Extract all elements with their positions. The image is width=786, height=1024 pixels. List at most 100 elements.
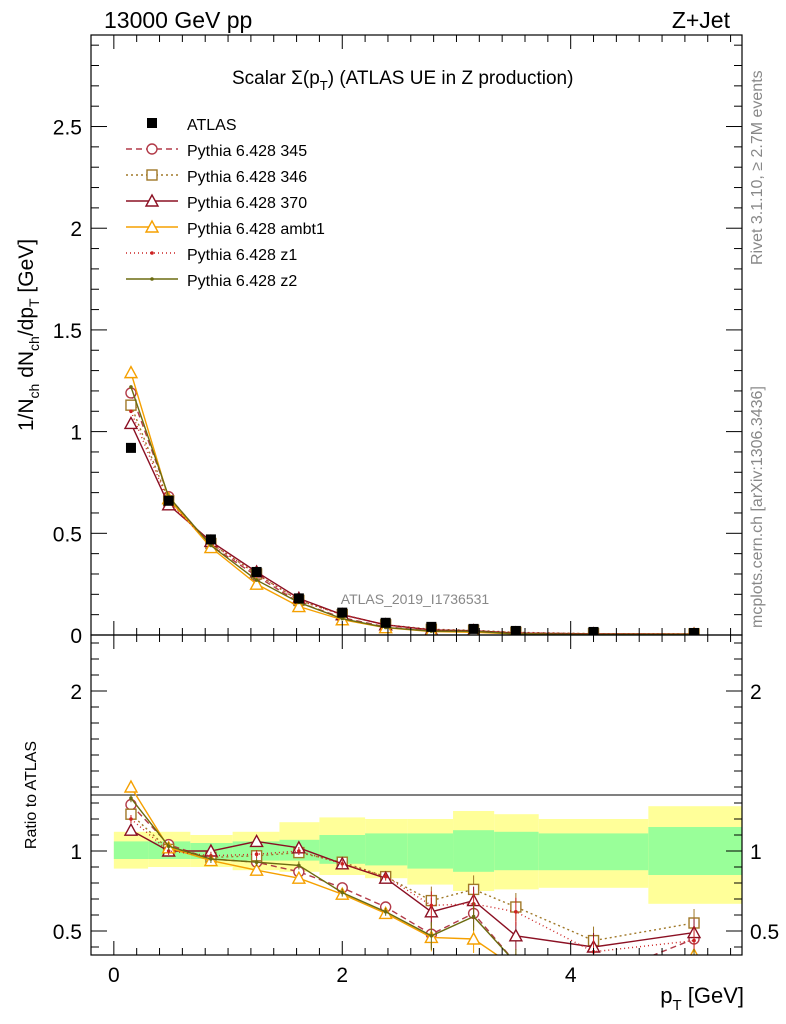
ratio-series-point — [129, 817, 133, 821]
y-tick-label: 0 — [70, 625, 82, 648]
ratio-series-point — [209, 857, 213, 861]
ratio-series-point — [291, 870, 307, 884]
y-tick-label: 2 — [70, 218, 82, 241]
ratio-series-point — [508, 928, 524, 942]
main-series-point — [249, 576, 264, 590]
band-green — [113, 841, 149, 859]
header-right: Z+Jet — [672, 7, 731, 33]
y-tick-label: 0.5 — [53, 523, 82, 546]
ratio-series-line — [130, 786, 695, 955]
main-series-point — [254, 578, 259, 582]
x-tick-label: 0 — [108, 964, 120, 987]
ratio-series-point — [429, 934, 434, 938]
ratio-tick-label: 0.5 — [53, 921, 82, 944]
main-series-point — [123, 416, 139, 430]
ratio-tick-label: 2 — [70, 681, 82, 704]
ratio-series-point — [510, 962, 522, 973]
x-tick-label: 4 — [565, 964, 577, 987]
header-left: 13000 GeV pp — [104, 7, 252, 33]
ratio-series-point — [514, 910, 518, 914]
analysis-label: ATLAS_2019_I1736531 — [341, 591, 490, 607]
main-series-point — [209, 543, 213, 548]
legend-symbol — [146, 143, 158, 155]
ratio-series-point — [511, 958, 521, 968]
ratio-y-label: Ratio to ATLAS — [23, 741, 40, 849]
main-series-point — [125, 399, 137, 411]
ratio-series-point — [254, 860, 259, 864]
legend-symbol — [144, 193, 160, 207]
ratio-series-point — [692, 961, 696, 965]
ratio-series-point — [249, 833, 264, 848]
legend-label: Pythia 6.428 370 — [187, 195, 307, 212]
ratio-tick-label-right: 0.5 — [750, 921, 779, 944]
band-green — [453, 830, 495, 872]
legend-label: Pythia 6.428 z1 — [187, 247, 297, 264]
data-point — [510, 625, 521, 635]
legend-symbol — [147, 118, 157, 128]
band-green — [494, 831, 539, 871]
main-series-point — [129, 385, 133, 389]
ratio-series-point — [166, 844, 171, 848]
ratio-series-line — [130, 818, 695, 953]
ratio-series-point — [340, 862, 345, 866]
main-series-point — [123, 365, 139, 379]
x-axis-label: pT [GeV] — [660, 983, 744, 1014]
data-point — [468, 623, 479, 634]
ratio-series-point — [588, 973, 600, 984]
main-series-point — [340, 616, 345, 621]
ratio-series-point — [383, 874, 388, 879]
mcplots-label: mcplots.cern.ch [arXiv:1306.3436] — [749, 386, 766, 628]
ratio-plot-frame — [90, 634, 743, 956]
ratio-series-point — [129, 796, 133, 800]
y-tick-label: 1 — [70, 422, 82, 445]
legend-symbol — [144, 219, 160, 233]
ratio-series-point — [166, 849, 171, 853]
legend-symbol — [146, 169, 158, 181]
band-green — [365, 833, 408, 866]
data-point — [689, 627, 700, 635]
band-green — [407, 833, 454, 869]
legend-label: Pythia 6.428 ambt1 — [187, 221, 325, 238]
ratio-series-point — [514, 961, 518, 965]
y-tick-label: 2.5 — [53, 117, 82, 140]
ratio-series-point — [471, 914, 476, 919]
data-point — [163, 495, 174, 506]
y-axis-label: 1/Nch dNch/dpT [GeV] — [15, 239, 42, 431]
ratio-series-line — [130, 829, 695, 948]
ratio-tick-label-right: 2 — [750, 681, 762, 704]
main-series-line — [130, 411, 695, 635]
x-tick-label: 2 — [336, 964, 348, 987]
plot-title: Scalar Σ(pT) (ATLAS UE in Z production) — [232, 68, 573, 93]
data-point — [380, 617, 391, 628]
ratio-series-point — [297, 849, 301, 853]
data-point — [205, 534, 216, 545]
ratio-series-point — [123, 822, 139, 836]
ratio-series-point — [383, 910, 388, 914]
data-point — [426, 621, 437, 632]
ratio-series-point — [254, 852, 259, 856]
rivet-label: Rivet 3.1.10, ≥ 2.7M events — [749, 70, 766, 265]
legend-symbol — [150, 251, 154, 255]
legend-label: Pythia 6.428 346 — [187, 169, 307, 186]
ratio-series-point — [589, 974, 599, 984]
ratio-series-point — [297, 863, 301, 868]
ratio-tick-label: 1 — [70, 841, 82, 864]
ratio-series-point — [123, 779, 139, 793]
band-green — [538, 833, 649, 871]
ratio-series-point — [249, 862, 264, 876]
main-series-line — [130, 386, 695, 635]
data-point — [293, 593, 304, 604]
legend-label: Pythia 6.428 z2 — [187, 273, 297, 290]
data-point — [337, 607, 348, 618]
legend: ATLAS Pythia 6.428 345 Pythia 6.428 346 Pyt… — [126, 117, 325, 290]
ratio-series-point — [692, 938, 696, 943]
ratio-series-point — [466, 931, 481, 945]
main-series-point — [129, 409, 133, 414]
ratio-series-point — [592, 977, 596, 981]
y-tick-label: 1.5 — [53, 320, 82, 343]
data-point — [125, 442, 136, 453]
data-point — [251, 566, 262, 577]
ratio-series-point — [340, 890, 345, 895]
ratio-series-point — [429, 903, 434, 908]
ratio-tick-label-right: 1 — [750, 841, 762, 864]
